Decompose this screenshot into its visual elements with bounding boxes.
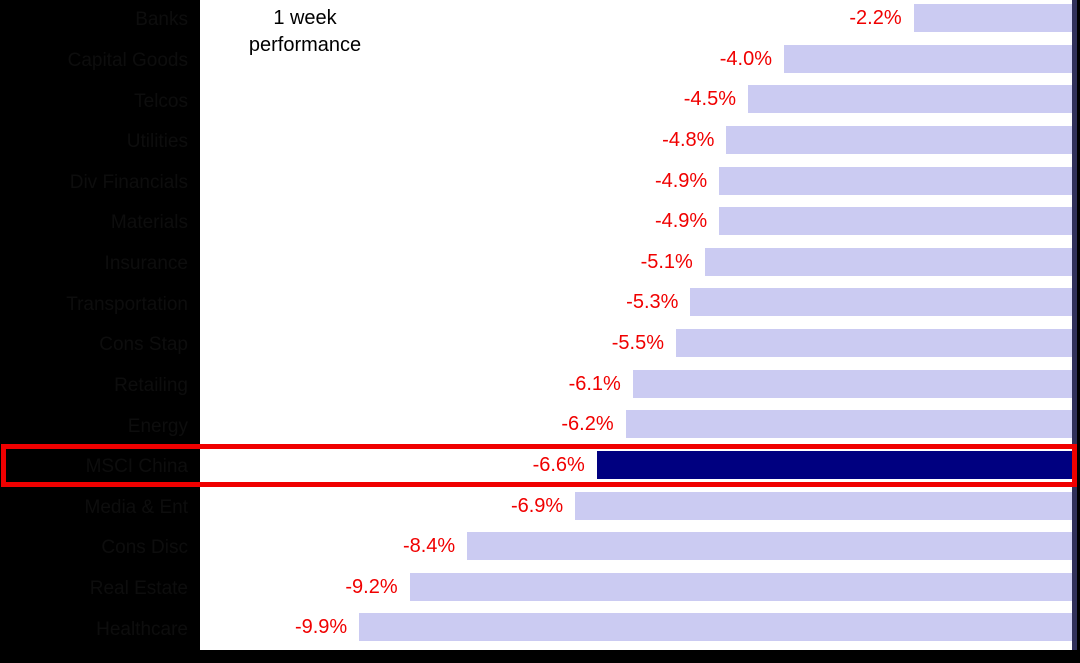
- category-label: Banks: [135, 9, 188, 31]
- bar: [913, 4, 1072, 32]
- category-label: Div Financials: [69, 171, 188, 193]
- category-label: Healthcare: [96, 618, 188, 640]
- category-label: Utilities: [126, 131, 188, 153]
- value-label: -5.5%: [611, 332, 664, 354]
- value-label: -4.5%: [683, 88, 736, 111]
- category-label: Insurance: [104, 253, 188, 275]
- value-label: -4.9%: [654, 210, 708, 233]
- chart-title: 1 week performance: [215, 5, 395, 59]
- bar: [625, 410, 1072, 439]
- bar: [719, 207, 1072, 236]
- category-label: Capital Goods: [67, 49, 188, 71]
- highlight-box: [1, 444, 1077, 487]
- category-label: Energy: [127, 415, 188, 437]
- bar: [676, 329, 1072, 357]
- bar: [690, 288, 1072, 317]
- category-label: Materials: [110, 212, 188, 234]
- category-label-highlighted: MSCI China: [85, 456, 188, 478]
- category-label: Media & Ent: [84, 496, 189, 518]
- category-label: Cons Disc: [101, 537, 188, 559]
- bar: [575, 491, 1072, 520]
- category-label: Real Estate: [89, 578, 188, 600]
- bar: [704, 247, 1072, 276]
- category-label: Telcos: [134, 90, 188, 112]
- bar: [748, 85, 1072, 114]
- value-label: -6.6%: [532, 453, 585, 476]
- value-label: -5.1%: [640, 250, 693, 273]
- bar: [632, 369, 1072, 398]
- bar: [726, 125, 1072, 154]
- value-label: -2.2%: [849, 7, 902, 29]
- bar: [784, 44, 1072, 73]
- value-label: -6.2%: [561, 413, 614, 436]
- value-label: -4.0%: [719, 47, 772, 70]
- value-label: -8.4%: [402, 535, 456, 558]
- value-label: -9.2%: [345, 575, 398, 598]
- category-label: Cons Stap: [99, 334, 188, 356]
- plot-area: -2.2% -4.0% -4.5% -4.8% -4.9% -4.9% -5.1% -5.3%…: [200, 0, 1072, 650]
- category-label: Transportation: [66, 293, 188, 315]
- bar: [719, 166, 1072, 195]
- value-label: -6.9%: [510, 494, 564, 517]
- value-label: -9.9%: [294, 616, 348, 639]
- value-label: -4.9%: [654, 169, 708, 192]
- value-label: -6.1%: [568, 372, 621, 395]
- bar: [409, 572, 1072, 601]
- highlighted-bar: [596, 450, 1072, 479]
- value-label: -4.8%: [662, 128, 715, 151]
- chart-title-line1: 1 week: [273, 7, 337, 29]
- category-column: Banks Capital Goods Telcos Utilities Div Fin…: [0, 0, 200, 650]
- bar: [467, 532, 1072, 561]
- plot-right-border: [1072, 0, 1077, 650]
- category-label: Retailing: [114, 374, 188, 396]
- value-label: -5.3%: [626, 291, 679, 314]
- bar: [359, 613, 1072, 642]
- chart-title-line2: performance: [248, 34, 362, 56]
